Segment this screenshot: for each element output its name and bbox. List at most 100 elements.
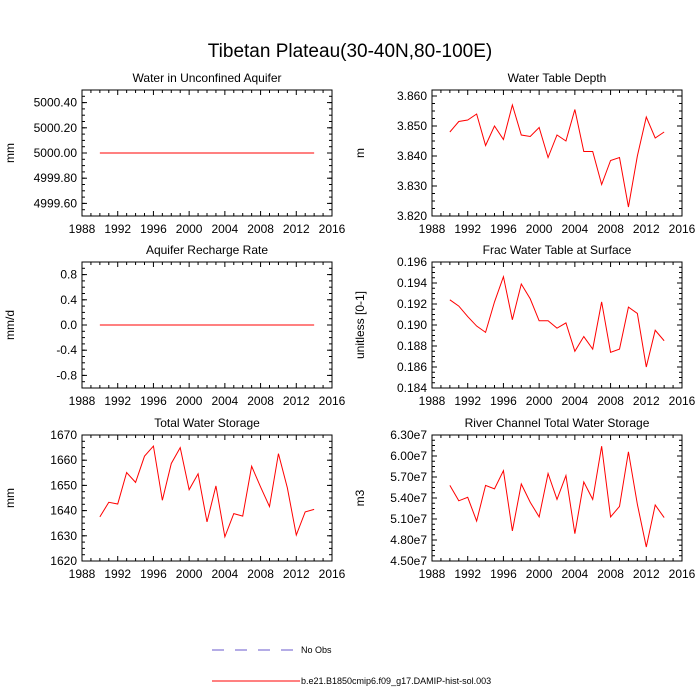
y-tick-label: 1650 — [50, 478, 77, 492]
x-tick-label: 1992 — [104, 222, 131, 236]
series-line — [449, 103, 665, 208]
y-tick-label: 0.186 — [397, 360, 427, 374]
legend: No Obs b.e21.B1850cmip6.f09_g17.DAMIP-hi… — [212, 645, 491, 686]
x-tick-label: 1988 — [419, 394, 446, 408]
x-tick-label: 1988 — [69, 222, 96, 236]
y-tick-label: 4.50e7 — [390, 554, 427, 568]
x-tick-label: 2000 — [526, 222, 553, 236]
figure-title: Tibetan Plateau(30-40N,80-100E) — [208, 41, 492, 62]
y-tick-label: 3.830 — [397, 179, 427, 193]
x-tick-label: 2012 — [283, 222, 310, 236]
panel-title: River Channel Total Water Storage — [465, 416, 650, 430]
chart-panel-3: Aquifer Recharge Rate 1988 1992 1996 2000 200… — [3, 243, 346, 408]
y-tick-label: 5.40e7 — [390, 491, 427, 505]
x-tick-label: 2000 — [526, 567, 553, 581]
x-tick-label: 2008 — [247, 567, 274, 581]
y-tick-label: 0.194 — [397, 276, 427, 290]
x-tick-label: 2012 — [283, 567, 310, 581]
x-tick-label: 1992 — [454, 222, 481, 236]
y-tick-label: 0.8 — [60, 268, 77, 282]
x-tick-label: 2004 — [562, 567, 589, 581]
y-tick-label: -0.8 — [56, 368, 77, 382]
y-tick-label: 3.820 — [397, 209, 427, 223]
panel-title: Water in Unconfined Aquifer — [133, 71, 282, 85]
plot-frame — [431, 89, 683, 217]
x-tick-label: 1988 — [69, 567, 96, 581]
x-tick-label: 2000 — [176, 222, 203, 236]
y-tick-label: 0.190 — [397, 318, 427, 332]
y-tick-label: 6.00e7 — [390, 449, 427, 463]
y-tick-label: 0.196 — [397, 255, 427, 269]
y-tick-label: 1630 — [50, 529, 77, 543]
y-tick-label: 5000.00 — [34, 146, 78, 160]
y-tick-label: 0.0 — [60, 318, 77, 332]
y-tick-label: 0.4 — [60, 293, 77, 307]
y-tick-label: 1670 — [50, 428, 77, 442]
x-tick-label: 1992 — [454, 394, 481, 408]
x-tick-label: 2008 — [597, 222, 624, 236]
y-axis-label: m3 — [353, 489, 367, 506]
x-tick-label: 2012 — [283, 394, 310, 408]
x-tick-label: 2016 — [669, 222, 696, 236]
y-axis-label: mm — [3, 488, 17, 508]
x-tick-label: 2016 — [319, 567, 346, 581]
x-tick-label: 2004 — [212, 567, 239, 581]
y-tick-label: 1660 — [50, 453, 77, 467]
x-tick-label: 2004 — [212, 394, 239, 408]
chart-panel-1: Water in Unconfined Aquifer 1988 1992 1996 2… — [3, 71, 346, 236]
x-tick-label: 1996 — [490, 394, 517, 408]
x-tick-label: 2016 — [319, 394, 346, 408]
y-tick-label: 5000.20 — [34, 121, 78, 135]
x-tick-label: 1992 — [104, 394, 131, 408]
y-tick-label: 4999.80 — [34, 171, 78, 185]
legend-model-label: b.e21.B1850cmip6.f09_g17.DAMIP-hist-sol.… — [301, 676, 491, 686]
y-tick-label: 4.80e7 — [390, 533, 427, 547]
chart-panels: Water in Unconfined Aquifer 1988 1992 1996 2… — [3, 71, 696, 581]
x-tick-label: 1988 — [419, 567, 446, 581]
x-tick-label: 2000 — [176, 394, 203, 408]
y-tick-label: 6.30e7 — [390, 428, 427, 442]
series-line — [449, 274, 665, 368]
y-tick-label: 0.188 — [397, 339, 427, 353]
x-tick-label: 1996 — [140, 567, 167, 581]
x-tick-label: 1992 — [104, 567, 131, 581]
x-tick-label: 2008 — [597, 394, 624, 408]
x-tick-label: 2004 — [212, 222, 239, 236]
x-tick-label: 1988 — [69, 394, 96, 408]
y-tick-label: 0.184 — [397, 381, 427, 395]
y-axis-label: m — [353, 148, 367, 158]
y-axis-label: mm/d — [3, 310, 17, 340]
y-tick-label: 4999.60 — [34, 196, 78, 210]
x-tick-label: 2016 — [669, 394, 696, 408]
y-tick-label: 5.10e7 — [390, 512, 427, 526]
y-tick-label: 5.70e7 — [390, 470, 427, 484]
panel-title: Total Water Storage — [154, 416, 260, 430]
panel-title: Water Table Depth — [508, 71, 607, 85]
chart-panel-5: Total Water Storage 1988 1992 1996 2000 2004 2… — [3, 416, 346, 581]
x-tick-label: 1996 — [140, 222, 167, 236]
y-tick-label: 3.860 — [397, 89, 427, 103]
y-tick-label: -0.4 — [56, 343, 77, 357]
y-tick-label: 1620 — [50, 554, 77, 568]
chart-panel-4: Frac Water Table at Surface 1988 1992 1996 2… — [353, 243, 696, 408]
y-axis-label: mm — [3, 143, 17, 163]
chart-panel-6: River Channel Total Water Storage 1988 199… — [353, 416, 696, 581]
x-tick-label: 1992 — [454, 567, 481, 581]
x-tick-label: 2000 — [176, 567, 203, 581]
x-tick-label: 2008 — [247, 394, 274, 408]
y-tick-label: 0.192 — [397, 297, 427, 311]
panel-title: Frac Water Table at Surface — [483, 243, 632, 257]
x-tick-label: 2012 — [633, 567, 660, 581]
x-tick-label: 2016 — [319, 222, 346, 236]
legend-obs-label: No Obs — [301, 645, 332, 655]
y-tick-label: 1640 — [50, 504, 77, 518]
panel-title: Aquifer Recharge Rate — [146, 243, 268, 257]
x-tick-label: 1996 — [490, 222, 517, 236]
x-tick-label: 1988 — [419, 222, 446, 236]
x-tick-label: 1996 — [490, 567, 517, 581]
x-tick-label: 1996 — [140, 394, 167, 408]
y-tick-label: 3.850 — [397, 119, 427, 133]
x-tick-label: 2008 — [247, 222, 274, 236]
y-axis-label: unitless [0-1] — [353, 291, 367, 359]
